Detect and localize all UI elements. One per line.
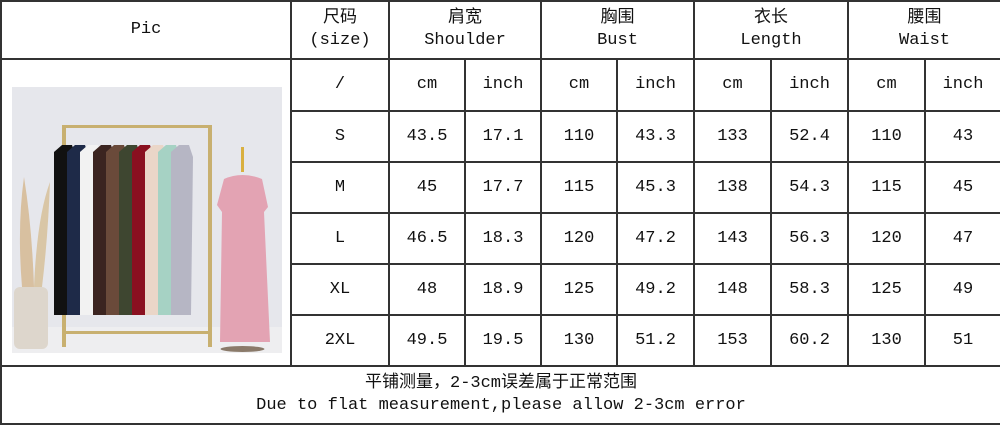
unit-cm: cm — [693, 58, 772, 112]
vase — [14, 287, 48, 349]
value-cell: 45.3 — [616, 161, 695, 214]
bust-header-en: Bust — [597, 31, 638, 50]
waist-header-cn: 腰围 — [907, 9, 942, 28]
value-cell: 46.5 — [388, 212, 466, 265]
size-chart-table: Pic 尺码 (size) 肩宽 Shoulder 胸围 Bust 衣长 Length … — [0, 0, 1000, 425]
product-photo-cell — [0, 58, 292, 367]
value-cell: 110 — [847, 110, 926, 163]
value-cell: 115 — [847, 161, 926, 214]
value-cell: 138 — [693, 161, 772, 214]
length-header-en: Length — [740, 31, 802, 50]
value-cell: 19.5 — [464, 314, 542, 367]
unit-cm: cm — [388, 58, 466, 112]
value-cell: 49.2 — [616, 263, 695, 316]
size-cell: L — [290, 212, 390, 265]
value-cell: 47.2 — [616, 212, 695, 265]
footer-note-en: Due to flat measurement,please allow 2-3… — [256, 396, 746, 415]
value-cell: 51 — [923, 314, 1000, 367]
value-cell: 18.3 — [464, 212, 542, 265]
unit-cm: cm — [540, 58, 618, 112]
value-cell: 110 — [540, 110, 618, 163]
value-cell: 125 — [847, 263, 926, 316]
unit-inch: inch — [923, 58, 1000, 112]
value-cell: 47 — [923, 212, 1000, 265]
value-cell: 58.3 — [770, 263, 849, 316]
mannequin-stand — [241, 147, 244, 172]
table-row: M 45 17.7 115 45.3 138 54.3 115 45 — [1, 161, 1000, 214]
footer-note: 平铺测量，2-3cm误差属于正常范围 Due to flat measureme… — [0, 365, 1000, 425]
table-row: S 43.5 17.1 110 43.3 133 52.4 110 43 — [1, 110, 1000, 163]
shoulder-header: 肩宽 Shoulder — [388, 0, 542, 60]
value-cell: 17.7 — [464, 161, 542, 214]
length-header: 衣长 Length — [693, 0, 849, 60]
value-cell: 43 — [923, 110, 1000, 163]
units-row: / cm inch cm inch cm inch cm inch — [0, 58, 1000, 367]
value-cell: 17.1 — [464, 110, 542, 163]
value-cell: 143 — [693, 212, 772, 265]
value-cell: 133 — [693, 110, 772, 163]
value-cell: 56.3 — [770, 212, 849, 265]
unit-size: / — [290, 58, 390, 112]
length-header-cn: 衣长 — [754, 9, 788, 28]
value-cell: 115 — [540, 161, 618, 214]
table-row: 2XL 49.5 19.5 130 51.2 153 60.2 130 51 — [1, 314, 1000, 367]
bust-header: 胸围 Bust — [540, 0, 695, 60]
rack-pole — [208, 125, 212, 347]
value-cell: 49.5 — [388, 314, 466, 367]
unit-inch: inch — [770, 58, 849, 112]
pic-header: Pic — [0, 0, 292, 60]
waist-header: 腰围 Waist — [846, 0, 1000, 60]
size-cell: 2XL — [290, 314, 390, 367]
rack-base — [64, 331, 210, 334]
value-cell: 18.9 — [464, 263, 542, 316]
product-photo — [12, 87, 282, 353]
unit-cm: cm — [847, 58, 926, 112]
value-cell: 120 — [540, 212, 618, 265]
mannequin-base — [220, 346, 265, 352]
size-cell: XL — [290, 263, 390, 316]
table-row: L 46.5 18.3 120 47.2 143 56.3 120 47 — [1, 212, 1000, 265]
value-cell: 45 — [388, 161, 466, 214]
rack-bar — [62, 125, 212, 128]
unit-inch: inch — [464, 58, 542, 112]
shoulder-header-cn: 肩宽 — [448, 9, 482, 28]
value-cell: 49 — [923, 263, 1000, 316]
value-cell: 130 — [847, 314, 926, 367]
size-header: 尺码 (size) — [290, 0, 390, 60]
pampas-grass — [19, 177, 34, 287]
footer-row: 平铺测量，2-3cm误差属于正常范围 Due to flat measureme… — [0, 365, 1000, 425]
value-cell: 60.2 — [770, 314, 849, 367]
table-row: XL 48 18.9 125 49.2 148 58.3 125 49 — [1, 263, 1000, 316]
value-cell: 153 — [693, 314, 772, 367]
waist-header-en: Waist — [899, 31, 951, 50]
value-cell: 52.4 — [770, 110, 849, 163]
value-cell: 54.3 — [770, 161, 849, 214]
size-cell: M — [290, 161, 390, 214]
value-cell: 48 — [388, 263, 466, 316]
footer-note-cn: 平铺测量，2-3cm误差属于正常范围 — [365, 374, 638, 393]
size-cell: S — [290, 110, 390, 163]
value-cell: 43.3 — [616, 110, 695, 163]
size-header-cn: 尺码 — [323, 9, 357, 28]
pampas-grass — [34, 182, 50, 287]
size-header-en: (size) — [309, 31, 371, 50]
value-cell: 120 — [847, 212, 926, 265]
dress — [171, 145, 193, 315]
value-cell: 125 — [540, 263, 618, 316]
shoulder-header-en: Shoulder — [424, 31, 506, 50]
value-cell: 130 — [540, 314, 618, 367]
value-cell: 45 — [923, 161, 1000, 214]
value-cell: 51.2 — [616, 314, 695, 367]
value-cell: 148 — [693, 263, 772, 316]
unit-inch: inch — [616, 58, 695, 112]
pink-dress — [217, 175, 270, 342]
header-row: Pic 尺码 (size) 肩宽 Shoulder 胸围 Bust 衣长 Length … — [0, 0, 1000, 60]
bust-header-cn: 胸围 — [600, 9, 635, 28]
value-cell: 43.5 — [388, 110, 466, 163]
